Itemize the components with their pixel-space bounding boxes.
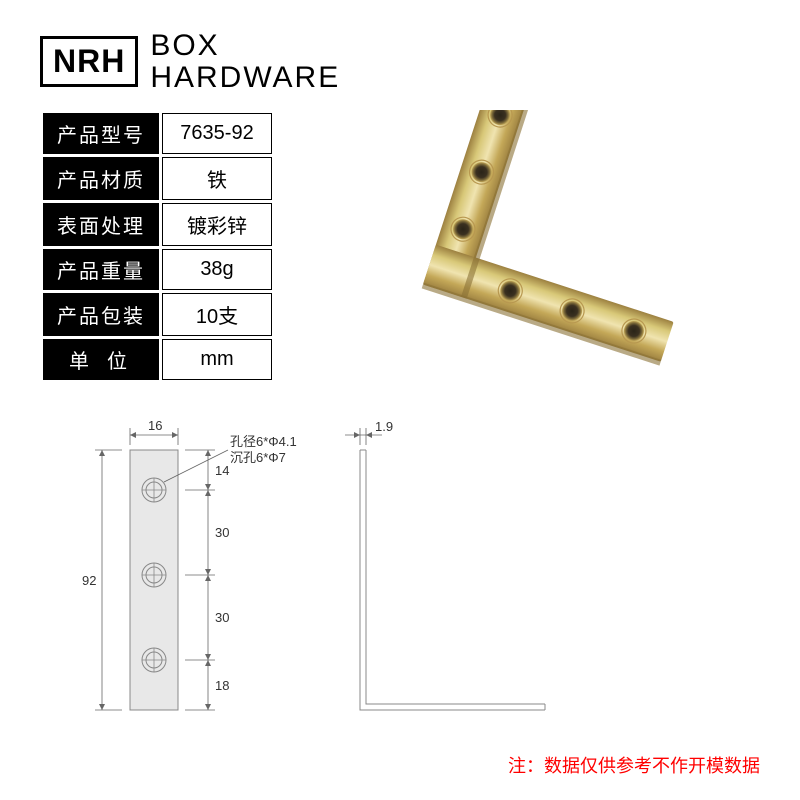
technical-diagram: 16 92 14 30 30 18 孔径6*Φ4.1 沉孔6*Φ7 [60, 420, 560, 770]
dim-v-3: 18 [215, 678, 229, 693]
dim-thickness: 1.9 [375, 420, 393, 434]
spec-row: 产品包装10支 [43, 293, 272, 336]
spec-label: 单位 [43, 339, 159, 380]
spec-row: 产品材质铁 [43, 157, 272, 200]
spec-value: 7635-92 [162, 113, 272, 154]
logo-line1: BOX [150, 30, 340, 62]
spec-label: 产品重量 [43, 249, 159, 290]
spec-row: 产品重量38g [43, 249, 272, 290]
front-view: 16 92 14 30 30 18 孔径6*Φ4.1 沉孔6*Φ7 [82, 420, 297, 710]
hole-note-1: 孔径6*Φ4.1 [230, 434, 297, 449]
spec-row: 产品型号7635-92 [43, 113, 272, 154]
spec-label: 产品材质 [43, 157, 159, 200]
spec-label: 表面处理 [43, 203, 159, 246]
spec-value: 铁 [162, 157, 272, 200]
dim-v-0: 14 [215, 463, 229, 478]
logo-line2: HARDWARE [150, 62, 340, 94]
spec-table: 产品型号7635-92产品材质铁表面处理镀彩锌产品重量38g产品包装10支单位m… [40, 110, 275, 383]
dim-v-1: 30 [215, 525, 229, 540]
hole-note-2: 沉孔6*Φ7 [230, 450, 286, 465]
spec-value: 镀彩锌 [162, 203, 272, 246]
dim-height: 92 [82, 573, 96, 588]
dim-width: 16 [148, 420, 162, 433]
spec-label: 产品型号 [43, 113, 159, 154]
spec-row: 表面处理镀彩锌 [43, 203, 272, 246]
logo-brand: NRH [40, 36, 138, 87]
logo-text: BOX HARDWARE [150, 30, 340, 93]
spec-label: 产品包装 [43, 293, 159, 336]
disclaimer-text: 注：数据仅供参考不作开模数据 [508, 752, 760, 778]
logo-area: NRH BOX HARDWARE [40, 30, 340, 93]
spec-value: mm [162, 339, 272, 380]
spec-value: 38g [162, 249, 272, 290]
dim-v-2: 30 [215, 610, 229, 625]
spec-value: 10支 [162, 293, 272, 336]
spec-row: 单位mm [43, 339, 272, 380]
side-view: 1.9 [345, 420, 545, 710]
